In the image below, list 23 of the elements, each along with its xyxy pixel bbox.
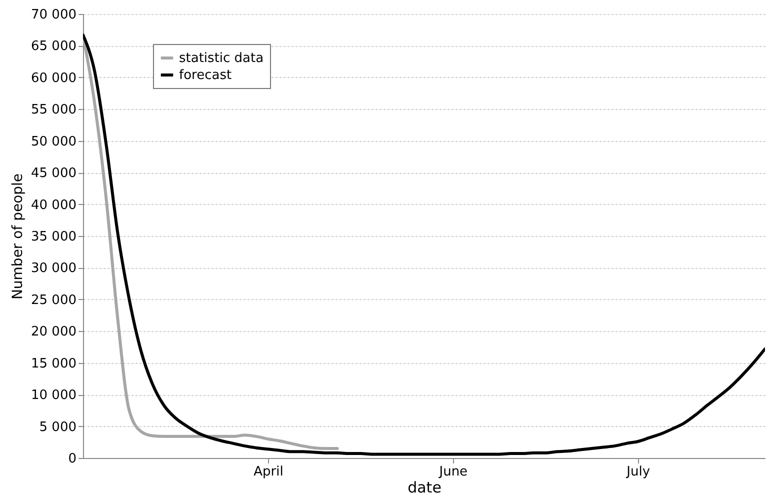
y-tick-label: 70 000 bbox=[31, 8, 76, 22]
y-tick-label: 5 000 bbox=[39, 420, 76, 435]
y-tick-label: 65 000 bbox=[31, 39, 76, 54]
legend-label: forecast bbox=[179, 68, 232, 83]
x-axis-title: date bbox=[408, 478, 442, 496]
x-tick-label: June bbox=[438, 464, 468, 480]
y-tick-label: 40 000 bbox=[31, 198, 76, 213]
y-tick-label: 35 000 bbox=[31, 230, 76, 244]
y-tick-label: 55 000 bbox=[31, 102, 76, 118]
y-tick-label: 15 000 bbox=[31, 356, 76, 372]
line-series bbox=[83, 33, 765, 456]
y-tick-label: 50 000 bbox=[31, 134, 76, 150]
y-tick-label: 45 000 bbox=[31, 166, 76, 182]
y-tick-label: 20 000 bbox=[31, 324, 76, 340]
y-tick-label: 60 000 bbox=[31, 70, 76, 86]
y-tick-label: 25 000 bbox=[31, 292, 76, 308]
legend-label: statistic data bbox=[179, 51, 264, 66]
y-tick-label: 0 bbox=[68, 452, 76, 466]
y-tick-label: 10 000 bbox=[31, 388, 76, 404]
y-axis-title: Number of people bbox=[10, 173, 26, 300]
x-tick-label: July bbox=[626, 464, 650, 480]
x-tick-label: April bbox=[254, 464, 284, 480]
y-tick-label: 30 000 bbox=[31, 261, 76, 276]
